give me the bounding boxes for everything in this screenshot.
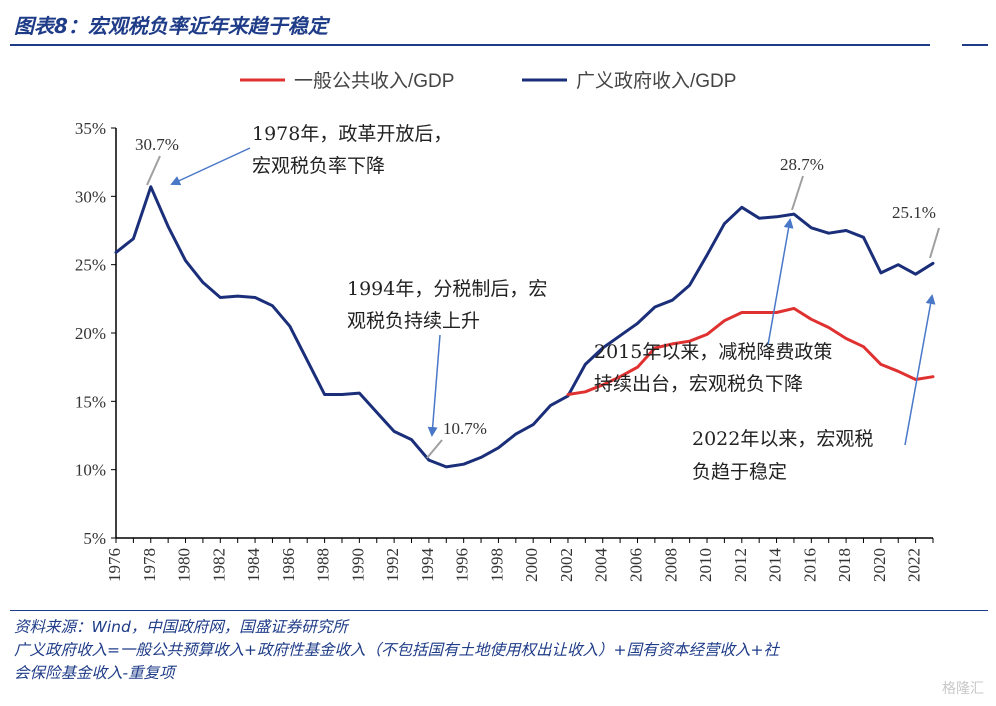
x-tick-label: 1992 xyxy=(383,548,402,582)
annotation-1994-line1: 1994年，分税制后，宏 xyxy=(347,278,547,300)
x-tick-label: 2002 xyxy=(557,548,576,582)
series-line-general-revenue xyxy=(566,306,935,396)
footer-divider xyxy=(10,610,988,611)
data-label-25-1: 25.1% xyxy=(892,203,936,222)
leader-28-7 xyxy=(791,175,804,211)
x-tick-label: 1982 xyxy=(209,548,228,582)
legend-label-broad-revenue: 广义政府收入/GDP xyxy=(576,70,736,92)
x-tick-label: 2014 xyxy=(766,548,785,583)
data-label-28-7: 28.7% xyxy=(780,155,824,174)
annotation-2022-line2: 负趋于稳定 xyxy=(692,461,787,483)
x-tick-label: 2018 xyxy=(835,548,854,582)
x-tick-label: 1984 xyxy=(244,548,263,583)
arrow-2022 xyxy=(904,294,936,446)
arrow-1978 xyxy=(170,147,251,186)
y-tick-label: 5% xyxy=(83,529,106,548)
x-tick-label: 1978 xyxy=(140,548,159,582)
arrow-2015 xyxy=(767,218,794,346)
annotation-1994-line2: 观税负持续上升 xyxy=(347,310,480,332)
page-title: 图表8：宏观税负率近年来趋于稳定 xyxy=(14,14,328,38)
x-tick-label: 1990 xyxy=(348,548,367,582)
x-tick-label: 2022 xyxy=(905,548,924,582)
x-tick-label: 1988 xyxy=(314,548,333,582)
x-tick-label: 1998 xyxy=(487,548,506,582)
annotation-2022-line1: 2022年以来，宏观税 xyxy=(692,428,873,450)
x-tick-label: 1980 xyxy=(175,548,194,582)
data-label-30-7: 30.7% xyxy=(135,135,179,154)
data-label-10-7: 10.7% xyxy=(443,419,487,438)
series-line-broad-revenue xyxy=(114,185,935,469)
annotation-2015-line2: 持续出台，宏观税负下降 xyxy=(594,373,803,395)
annotation-1978-line2: 宏观税负率下降 xyxy=(252,155,385,177)
arrow-1994 xyxy=(427,334,441,437)
x-tick-label: 2012 xyxy=(731,548,750,582)
y-tick-label: 15% xyxy=(75,392,106,411)
line-chart: 5% 10% 15% 20% 25% 30% 35% 1976 1978 1980 1982 1984… xyxy=(75,70,940,583)
legend-label-general-revenue: 一般公共收入/GDP xyxy=(294,70,454,92)
x-tick-label: 1976 xyxy=(105,548,124,582)
y-tick-label: 25% xyxy=(75,256,106,275)
leader-25-1 xyxy=(929,227,940,259)
y-tick-label: 35% xyxy=(75,119,106,138)
y-tick-label: 10% xyxy=(75,461,106,480)
leader-30-7 xyxy=(146,155,161,186)
x-tick-label: 1996 xyxy=(453,548,472,582)
x-tick-label: 2004 xyxy=(592,548,611,583)
x-tick-label: 1994 xyxy=(418,548,437,583)
x-tick-label: 2000 xyxy=(522,548,541,582)
footnotes: 资料来源：Wind，中国政府网，国盛证券研究所 广义政府收入=一般公共预算收入+… xyxy=(14,616,989,685)
source-note: 资料来源：Wind，中国政府网，国盛证券研究所 xyxy=(14,618,348,636)
x-tick-label: 2016 xyxy=(800,548,819,582)
x-tick-label: 2020 xyxy=(870,548,889,582)
title-divider xyxy=(10,44,988,46)
definition-note-line1: 广义政府收入=一般公共预算收入+政府性基金收入（不包括国有土地使用权出让收入）+… xyxy=(14,641,779,659)
x-tick-label: 2006 xyxy=(626,548,645,582)
x-tick-label: 2010 xyxy=(696,548,715,582)
y-tick-label: 20% xyxy=(75,324,106,343)
annotation-1978-line1: 1978年，政革开放后， xyxy=(252,123,452,145)
y-tick-label: 30% xyxy=(75,187,106,206)
definition-note-line2: 会保险基金收入-重复项 xyxy=(14,664,175,682)
x-tick-label: 2008 xyxy=(661,548,680,582)
x-tick-label: 1986 xyxy=(279,548,298,582)
annotation-2015-line1: 2015年以来，减税降费政策 xyxy=(594,341,832,363)
watermark-logo: 格隆汇 xyxy=(942,681,984,697)
leader-10-7 xyxy=(426,439,443,459)
